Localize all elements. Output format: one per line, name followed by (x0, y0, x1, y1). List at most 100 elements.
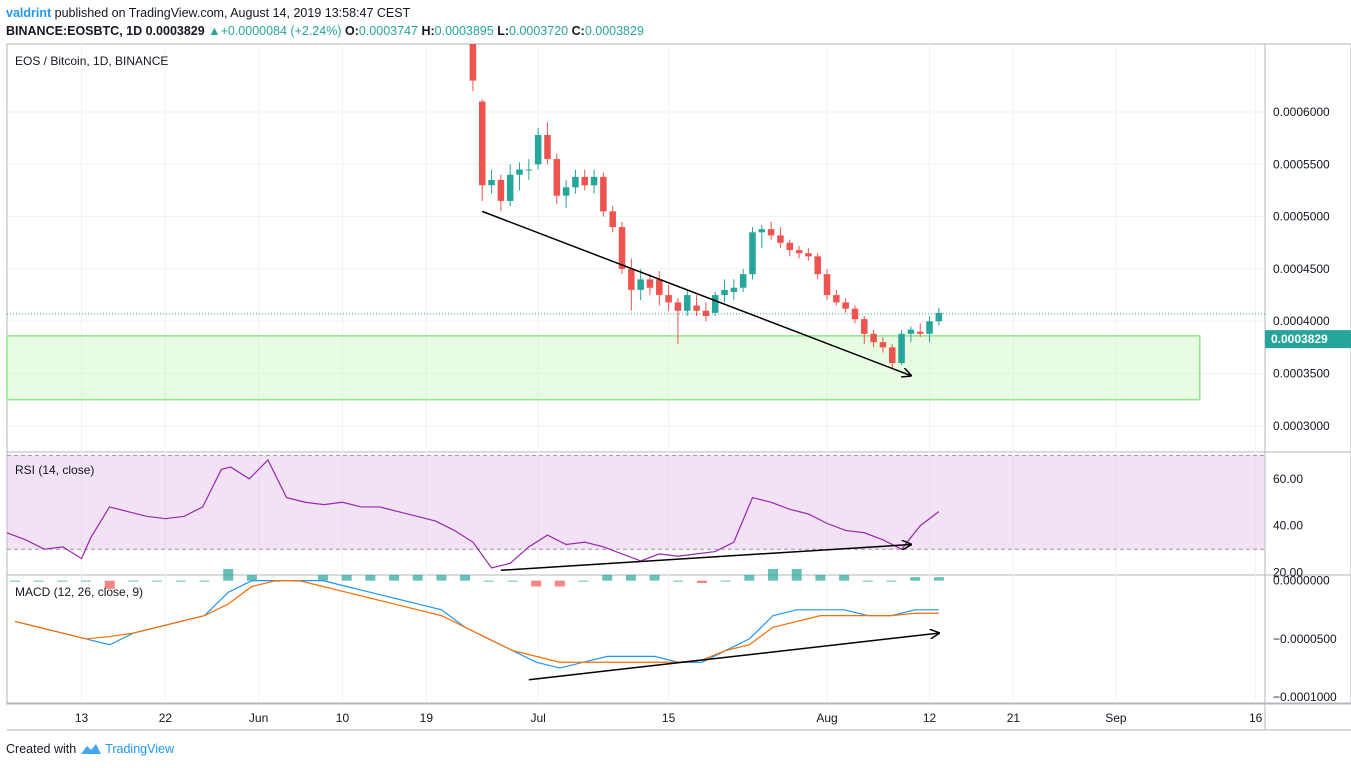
candle-body (711, 295, 719, 313)
rsi-tick-label: 40.00 (1273, 519, 1303, 533)
candle-body (516, 169, 523, 175)
macd-histogram-bar (104, 580, 115, 589)
candle-body (879, 342, 887, 348)
macd-histogram-bar (578, 580, 589, 582)
macd-histogram-bar (57, 580, 68, 582)
candle-body (758, 229, 766, 233)
candle-body (544, 135, 551, 160)
macd-histogram-bar (815, 574, 826, 581)
price-tick-label: 0.0004500 (1273, 262, 1330, 276)
price-tick-label: 0.0005500 (1273, 157, 1330, 171)
rsi-tick-label: 60.00 (1273, 472, 1303, 486)
macd-histogram-bar (317, 574, 328, 581)
candle-body (581, 176, 589, 186)
macd-histogram-bar (554, 580, 565, 587)
candle-body (777, 235, 784, 243)
macd-histogram-bar (412, 574, 423, 581)
candle-body (898, 333, 905, 364)
candle-body (525, 169, 533, 171)
macd-histogram-bar (199, 580, 210, 582)
macd-histogram-bar (128, 580, 139, 582)
macd-histogram-bar (862, 580, 873, 582)
candle-body (683, 295, 691, 311)
brand-label: TradingView (105, 742, 174, 756)
price-tick-label: 0.0005000 (1273, 210, 1330, 224)
close-value: 0.0003829 (584, 24, 644, 38)
candle-body (497, 180, 505, 201)
candle-body (935, 312, 943, 322)
macd-tick-label: 0.0000000 (1273, 574, 1330, 588)
candle-body (888, 347, 896, 364)
time-tick-label: 16 (1249, 711, 1263, 725)
rsi-trendline-arrow (500, 545, 911, 572)
low-label: L: (497, 24, 510, 38)
candle-body (786, 242, 794, 251)
rsi-tick-label: 20.00 (1273, 566, 1303, 580)
candle-body (665, 295, 672, 303)
candle-body (656, 279, 663, 296)
macd-histogram-bar (365, 574, 376, 581)
macd-histogram-bar (696, 580, 707, 583)
price-tick-label: 0.0006000 (1273, 105, 1330, 119)
macd-line (14, 580, 939, 669)
candle-body (590, 176, 598, 186)
price-trendline-arrow (481, 210, 911, 375)
candle-body (609, 211, 616, 228)
candle-body (823, 274, 831, 296)
macd-histogram-bar (720, 580, 731, 582)
macd-pane-title: MACD (12, 26, close, 9) (15, 585, 143, 599)
support-zone (6, 335, 1201, 401)
symbol-label: BINANCE:EOSBTC, 1D (6, 24, 143, 38)
time-tick-label: 10 (336, 711, 350, 725)
macd-histogram-bar (886, 580, 897, 582)
footer: Created with TradingView (6, 742, 174, 756)
open-label: O: (344, 24, 359, 38)
candle-body (488, 180, 495, 186)
candle-body (916, 331, 924, 334)
candle-body (478, 101, 486, 186)
candle-body (870, 333, 877, 343)
time-tick-label: 22 (159, 711, 173, 725)
rsi-line (6, 459, 940, 569)
candles (469, 44, 943, 369)
macd-histogram-bar (81, 580, 92, 582)
candle-body (628, 268, 635, 290)
macd-histogram-bar (175, 580, 186, 582)
tradingview-brand[interactable]: TradingView (80, 742, 174, 756)
time-tick-label: Jun (249, 711, 268, 725)
candle-body (842, 302, 849, 309)
candle-body (702, 310, 710, 316)
author-link[interactable]: valdrint (6, 6, 52, 20)
time-tick-label: 19 (420, 711, 434, 725)
candle-body (506, 174, 514, 201)
candle-body (805, 253, 812, 257)
candle-body (795, 250, 803, 254)
time-tick-label: Aug (816, 711, 837, 725)
macd-histogram-bar (246, 574, 257, 581)
price-tick-label: 0.0004000 (1273, 314, 1330, 328)
candle-body (534, 135, 542, 165)
macd-histogram-bar (791, 569, 802, 581)
ohlc-line: BINANCE:EOSBTC, 1D 0.0003829 ▲+0.0000084… (6, 22, 644, 40)
macd-histogram-bar (483, 580, 494, 582)
time-tick-label: 15 (662, 711, 676, 725)
macd-trendline-arrow (528, 633, 939, 681)
candle-body (814, 256, 821, 275)
candle-body (861, 319, 868, 334)
rsi-pane-title: RSI (14, close) (15, 463, 94, 477)
macd-histogram-bar (389, 574, 400, 581)
candle-body (749, 232, 756, 275)
last-price-tag (1265, 330, 1351, 349)
publish-text: published on TradingView.com, August 14,… (54, 6, 411, 20)
tradingview-logo-icon (81, 744, 102, 754)
up-arrow-icon: ▲ (208, 24, 221, 38)
high-label: H: (421, 24, 435, 38)
change-value: +0.0000084 (+2.24%) (220, 24, 342, 38)
time-tick-label: 12 (923, 711, 937, 725)
macd-histogram-bar (507, 580, 518, 582)
candle-body (600, 176, 607, 212)
macd-histogram-bar (436, 574, 447, 581)
macd-histogram-bar (460, 574, 471, 581)
candle-body (469, 44, 477, 81)
